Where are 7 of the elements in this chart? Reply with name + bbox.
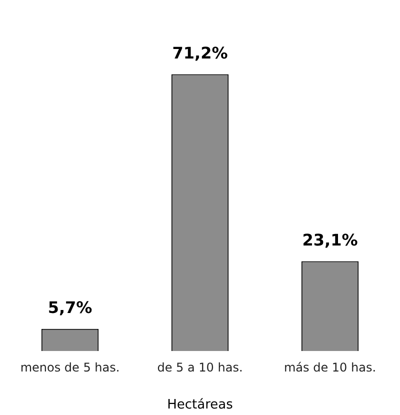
x-tick-label: de 5 a 10 has. (157, 360, 243, 374)
data-label: 71,2% (172, 43, 228, 62)
x-axis-title: Hectáreas (167, 398, 234, 413)
x-tick-label: más de 10 has. (284, 360, 376, 374)
data-label: 23,1% (302, 230, 358, 250)
x-tick-label: menos de 5 has. (20, 360, 120, 374)
data-label: 5,7% (48, 298, 92, 317)
